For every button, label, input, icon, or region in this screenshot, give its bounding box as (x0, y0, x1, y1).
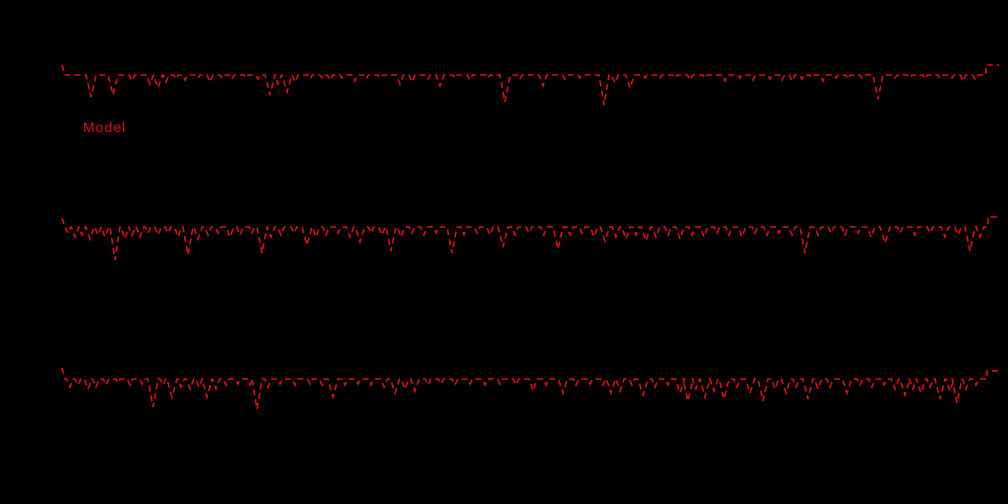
spectrum-line-panel-top (61, 64, 999, 106)
legend-model-label: Model (83, 119, 127, 135)
spectrum-line-panel-middle (61, 216, 999, 261)
spectrum-line-panel-bottom (61, 367, 999, 410)
